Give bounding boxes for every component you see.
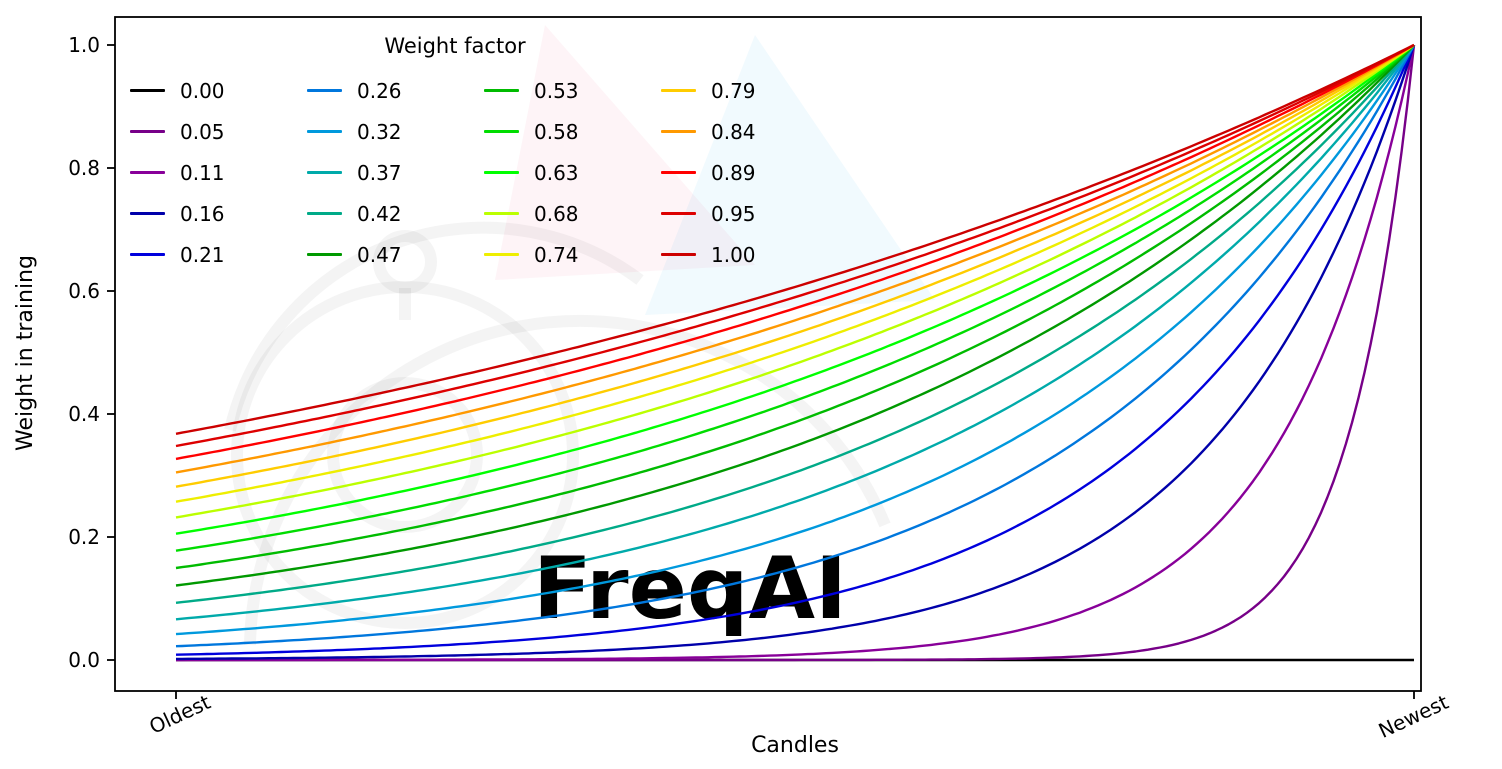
legend-label: 0.95	[711, 201, 756, 226]
legend-label: 0.16	[180, 201, 225, 226]
legend-label: 0.11	[180, 160, 225, 185]
legend-item-0.05: 0.05	[130, 111, 307, 152]
y-tick-label: 0.0	[68, 648, 100, 672]
legend-title: Weight factor	[384, 34, 526, 58]
legend-item-0.63: 0.63	[484, 152, 661, 193]
curve-1.00	[175, 43, 1415, 435]
legend-label: 0.32	[357, 119, 402, 144]
curve-0.26	[175, 44, 1416, 648]
legend-label: 0.26	[357, 78, 402, 103]
legend-item-0.68: 0.68	[484, 193, 661, 234]
curve-0.42	[175, 44, 1415, 604]
legend-item-0.53: 0.53	[484, 70, 661, 111]
curve-0.95	[175, 43, 1415, 448]
legend-item-0.42: 0.42	[307, 193, 484, 234]
legend-item-0.16: 0.16	[130, 193, 307, 234]
curve-0.58	[175, 44, 1415, 552]
curve-0.79	[175, 43, 1415, 488]
legend-swatch	[661, 130, 696, 133]
legend-item-0.84: 0.84	[661, 111, 838, 152]
legend-label: 0.89	[711, 160, 756, 185]
curve-0.47	[175, 44, 1415, 587]
y-tick-label: 0.2	[68, 525, 100, 549]
legend-swatch	[307, 212, 342, 215]
x-axis-label: Candles	[751, 733, 839, 758]
legend-item-0.58: 0.58	[484, 111, 661, 152]
legend-item-0.00: 0.00	[130, 70, 307, 111]
legend-swatch	[307, 171, 342, 174]
legend-label: 1.00	[711, 242, 756, 267]
legend-item-0.79: 0.79	[661, 70, 838, 111]
curve-0.53	[175, 44, 1415, 570]
watermark-pink-shape	[495, 25, 755, 280]
legend-swatch	[661, 89, 696, 92]
legend-label: 0.21	[180, 242, 225, 267]
y-axis-label: Weight in training	[13, 255, 38, 451]
curve-0.37	[175, 44, 1415, 621]
legend-label: 0.00	[180, 78, 225, 103]
legend-label: 0.42	[357, 201, 402, 226]
legend-label: 0.53	[534, 78, 579, 103]
curve-0.89	[175, 43, 1415, 461]
legend-swatch	[484, 171, 519, 174]
curve-0.16	[176, 44, 1416, 661]
legend-swatch	[307, 253, 342, 256]
legend-swatch	[661, 171, 696, 174]
curve-0.32	[175, 44, 1416, 636]
curve-0.21	[175, 44, 1416, 656]
legend-label: 0.47	[357, 242, 402, 267]
legend-swatch	[307, 89, 342, 92]
curve-0.68	[175, 44, 1415, 519]
legend-item-0.11: 0.11	[130, 152, 307, 193]
legend-label: 0.63	[534, 160, 579, 185]
legend-swatch	[484, 253, 519, 256]
y-tick-label: 0.6	[68, 279, 100, 303]
legend-item-0.26: 0.26	[307, 70, 484, 111]
legend-label: 0.68	[534, 201, 579, 226]
plot-frame	[114, 16, 1422, 692]
legend-swatch	[130, 130, 165, 133]
legend-item-0.21: 0.21	[130, 234, 307, 275]
legend-item-0.47: 0.47	[307, 234, 484, 275]
y-tick-label: 0.4	[68, 402, 100, 426]
watermark-text: FreqAI	[533, 539, 847, 639]
legend-swatch	[130, 89, 165, 92]
legend-label: 0.74	[534, 242, 579, 267]
legend-label: 0.05	[180, 119, 225, 144]
legend-swatch	[130, 253, 165, 256]
series-curves	[175, 43, 1416, 662]
freqai-logo-icon	[224, 221, 891, 646]
legend-swatch	[661, 212, 696, 215]
curve-0.63	[175, 44, 1415, 535]
legend-swatch	[307, 130, 342, 133]
legend-swatch	[484, 212, 519, 215]
legend-grid: 0.00 0.05 0.11 0.16 0.21 0.26 0.32 0.37 0.42 0.47…	[130, 70, 850, 275]
legend-swatch	[484, 89, 519, 92]
legend-swatch	[484, 130, 519, 133]
legend-label: 0.79	[711, 78, 756, 103]
legend-item-0.89: 0.89	[661, 152, 838, 193]
watermark-blue-shape	[645, 35, 935, 315]
legend-swatch	[130, 171, 165, 174]
y-tick-label: 0.8	[68, 156, 100, 180]
legend-label: 0.58	[534, 119, 579, 144]
legend-item-0.74: 0.74	[484, 234, 661, 275]
legend-swatch	[661, 253, 696, 256]
x-tick-label: Oldest	[145, 690, 214, 739]
legend-item-1.00: 1.00	[661, 234, 838, 275]
curve-0.74	[175, 44, 1415, 503]
legend: Weight factor 0.00 0.05 0.11 0.16 0.21 0.26 0.…	[130, 34, 850, 275]
legend-item-0.37: 0.37	[307, 152, 484, 193]
curve-0.84	[175, 43, 1415, 474]
legend-swatch	[130, 212, 165, 215]
legend-item-0.95: 0.95	[661, 193, 838, 234]
legend-label: 0.37	[357, 160, 402, 185]
legend-item-0.32: 0.32	[307, 111, 484, 152]
y-tick-label: 1.0	[68, 33, 100, 57]
legend-label: 0.84	[711, 119, 756, 144]
curve-0.11	[176, 44, 1416, 662]
